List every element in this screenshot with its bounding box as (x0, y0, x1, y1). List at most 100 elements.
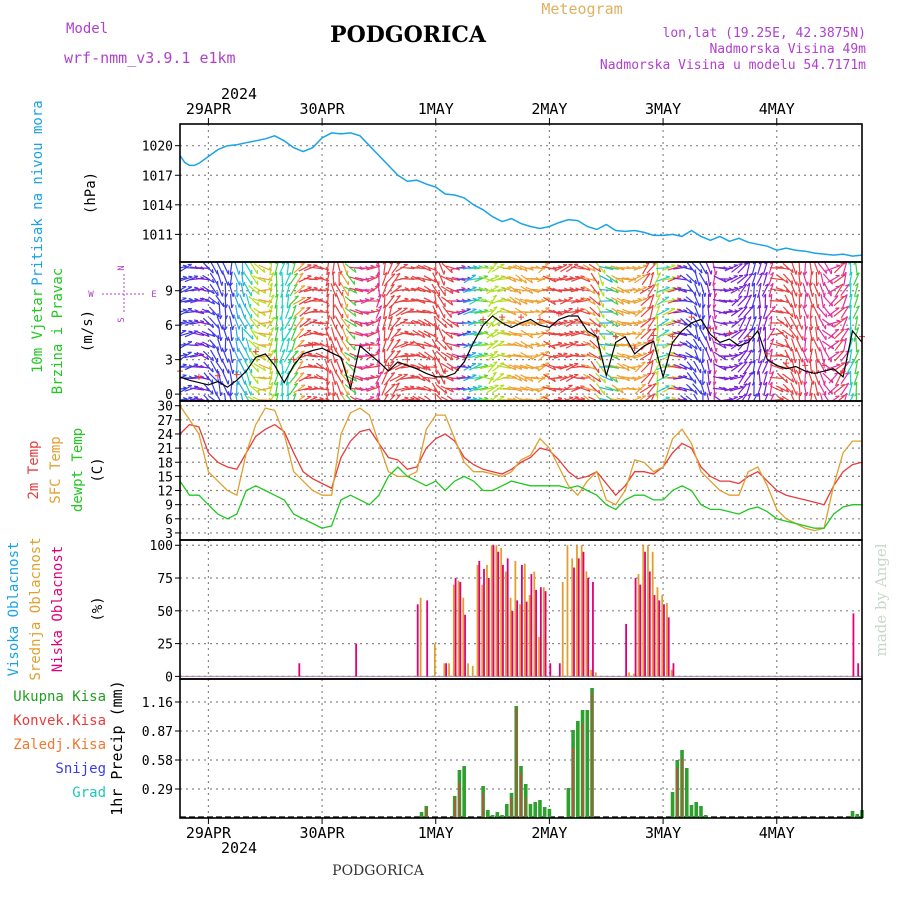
wind-arrow-head (714, 392, 717, 397)
wind-arrow (208, 395, 217, 401)
wind-arrow (463, 363, 477, 371)
wind-gust-mark (195, 373, 202, 380)
wind-arrow-head (817, 391, 820, 396)
wind-arrow (770, 385, 784, 393)
y-tick-label: 0.87 (142, 725, 173, 740)
wind-arrow (678, 375, 693, 381)
wind-arrow-head (580, 364, 586, 367)
wind-arrow (707, 370, 710, 386)
wind-arrow (700, 283, 706, 297)
wind-arrow (209, 339, 220, 351)
wind-arrow (349, 309, 363, 315)
wind-arrow-head (816, 336, 820, 342)
wind-arrow-head (194, 309, 199, 312)
wind-arrow (228, 283, 234, 297)
wind-arrow (804, 337, 807, 353)
cloud-unit-label: (%) (90, 596, 106, 621)
wind-arrow-head (530, 279, 534, 284)
precip-conv-bar (525, 798, 527, 818)
wind-arrow (228, 360, 234, 374)
wind-arrow (377, 326, 381, 342)
wind-arrow (738, 316, 747, 330)
wind-arrow (576, 275, 591, 283)
wind-arrow-head (370, 341, 375, 344)
wind-arrow-head (273, 271, 277, 276)
wind-arrow (180, 297, 187, 302)
wind-arrow (293, 262, 305, 274)
wind-arrow (542, 363, 557, 371)
wind-arrow (340, 316, 350, 330)
wind-arrow (342, 294, 348, 308)
wind-arrow-head (677, 319, 682, 322)
wind-arrow-head (694, 279, 698, 284)
wind-arrow (791, 305, 796, 319)
wind-arrow-head (333, 392, 337, 397)
wind-arrow-head (854, 359, 859, 364)
wind-arrow-head (281, 349, 286, 353)
wind-arrow (571, 276, 585, 282)
wind-arrow-head (816, 282, 820, 287)
wind-arrow-head (494, 329, 499, 331)
wind-arrow-head (762, 326, 766, 331)
wind-arrow (229, 271, 233, 287)
wind-arrow-head (854, 282, 859, 287)
wind-arrow-head (404, 396, 409, 399)
wind-arrow (737, 262, 748, 274)
wind-arrow (840, 371, 850, 385)
wind-arrow (289, 283, 298, 297)
wind-arrow (692, 316, 702, 330)
wind-arrow-head (334, 403, 336, 407)
wind-arrow-head (791, 280, 794, 285)
wind-arrow (208, 296, 221, 306)
wind-arrow (341, 305, 349, 319)
wind-arrow-head (299, 328, 304, 331)
wind-arrow-head (794, 303, 798, 308)
wind-arrow (417, 342, 432, 348)
wind-arrow-head (770, 338, 775, 342)
wind-arrow-head (698, 281, 701, 286)
wind-arrow (543, 396, 553, 401)
wind-arrow-head (764, 271, 768, 276)
wind-arrow (743, 360, 753, 374)
wind-arrow-head (742, 349, 748, 353)
wind-gust-mark (669, 333, 676, 340)
compass-east: E (151, 290, 156, 300)
wind-arrow (388, 305, 393, 319)
wind-arrow (315, 265, 329, 271)
wind-arrow (252, 275, 267, 283)
wind-arrow-head (219, 315, 223, 320)
wind-arrow (344, 351, 357, 361)
wind-arrow-head (353, 377, 358, 382)
wind-arrow (815, 326, 819, 342)
wind-arrow (335, 305, 344, 319)
model-name: wrf-nmm_v3.9.1 e1km (64, 49, 236, 67)
wind-arrow (798, 392, 801, 401)
precip-total-bar (547, 809, 552, 818)
wind-arrow-head (436, 325, 439, 331)
wind-arrow-head (319, 386, 324, 389)
wind-arrow-head (615, 311, 619, 316)
wind-arrow-head (752, 293, 757, 298)
wind-arrow (360, 276, 375, 282)
wind-arrow-head (798, 370, 802, 375)
wind-arrow (287, 392, 290, 401)
wind-arrow (294, 328, 305, 340)
wind-arrow (245, 338, 251, 352)
wind-arrow-head (221, 281, 224, 286)
wind-arrow (344, 263, 357, 273)
wind-arrow (852, 349, 860, 363)
wind-arrow (381, 371, 389, 385)
wind-arrow-head (848, 304, 852, 309)
wind-arrow (820, 293, 824, 309)
wind-arrow (258, 321, 273, 325)
wind-arrow (640, 318, 652, 328)
wind-arrow-head (848, 348, 853, 353)
wind-arrow (385, 283, 395, 297)
wind-arrow (560, 263, 573, 273)
wind-arrow (741, 393, 747, 401)
wind-arrow-head (855, 272, 860, 276)
wind-arrow-head (390, 349, 395, 353)
wind-arrow-head (270, 294, 275, 298)
wind-arrow (737, 306, 748, 318)
wind-arrow (223, 392, 227, 401)
